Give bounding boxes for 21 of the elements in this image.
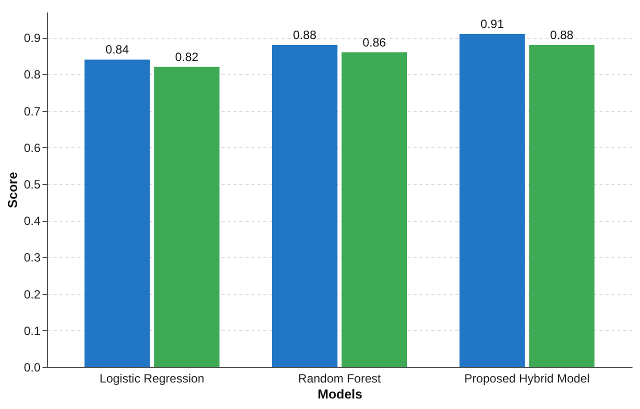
y-tick-label: 0.8: [24, 68, 41, 82]
x-tick-label: Proposed Hybrid Model: [464, 372, 590, 386]
data-label: 0.82: [175, 50, 199, 64]
x-axis-title: Models: [318, 386, 362, 402]
x-tick-label: Logistic Regression: [100, 372, 204, 386]
data-label: 0.88: [550, 28, 574, 42]
y-tick-label: 0.9: [24, 31, 41, 46]
x-tick-label: Random Forest: [298, 372, 382, 386]
y-tick-label: 0.0: [24, 360, 41, 374]
data-label: 0.91: [480, 16, 504, 31]
y-tick-label: 0.1: [24, 324, 41, 338]
data-label: 0.84: [106, 42, 130, 57]
y-tick-label: 0.4: [24, 214, 41, 228]
y-tick-label: 0.7: [24, 104, 41, 118]
y-tick-label: 0.2: [24, 287, 41, 302]
y-axis-title: Score: [4, 172, 20, 208]
y-tick-label: 0.6: [24, 140, 41, 155]
y-tick-label: 0.5: [24, 178, 41, 192]
data-label: 0.88: [293, 28, 317, 42]
y-tick-label: 0.3: [24, 250, 41, 265]
data-label: 0.86: [362, 35, 386, 50]
